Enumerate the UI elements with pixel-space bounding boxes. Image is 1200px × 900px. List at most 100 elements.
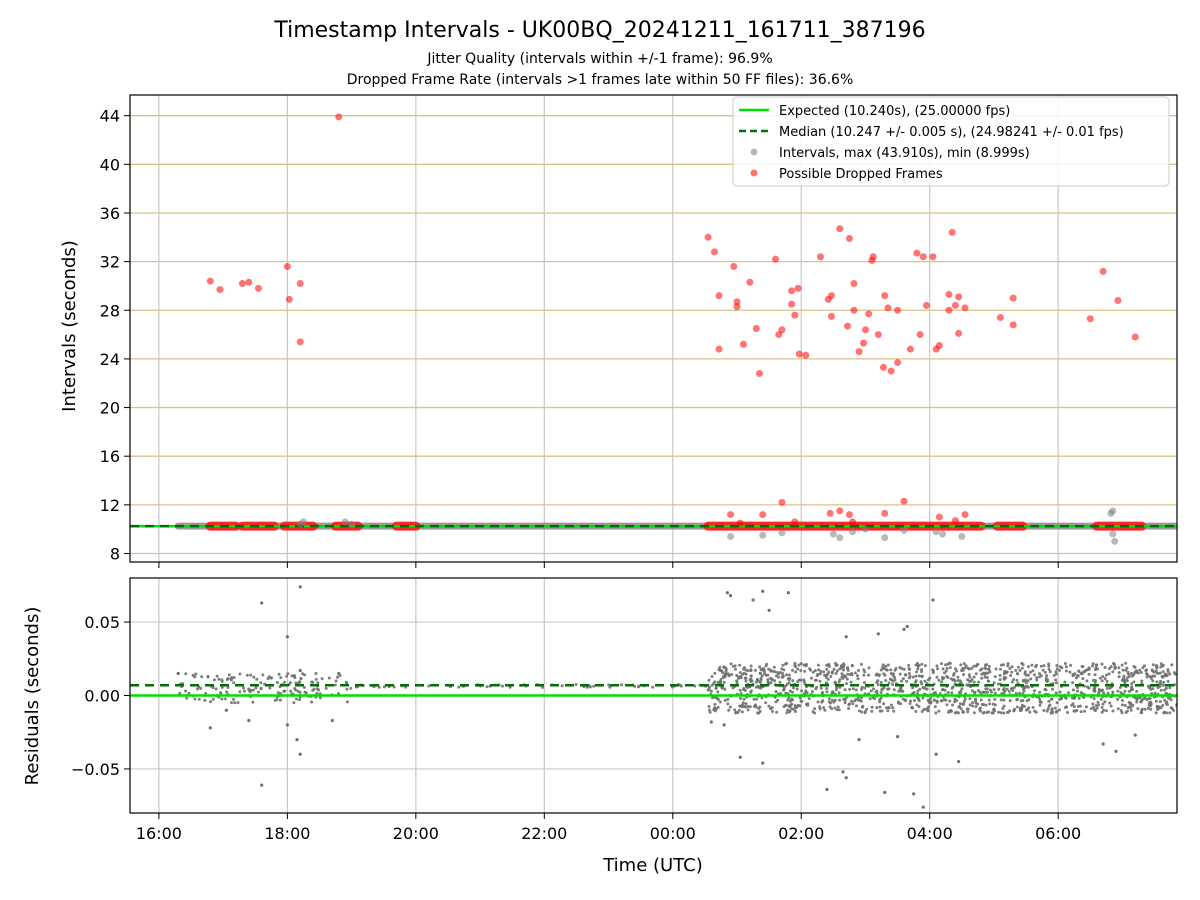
dropped-frame-point: [916, 331, 924, 339]
residual-point: [1149, 687, 1153, 691]
residual-point: [788, 677, 792, 681]
residual-point: [785, 711, 789, 715]
residual-point: [876, 683, 880, 687]
residual-point: [1031, 669, 1035, 673]
residual-point: [876, 632, 880, 636]
residual-point: [738, 704, 742, 708]
residual-point: [1155, 680, 1159, 684]
residual-point: [902, 667, 906, 671]
residual-point: [316, 681, 320, 685]
residual-point: [838, 685, 842, 689]
residual-point: [901, 689, 905, 693]
residual-point: [289, 689, 293, 693]
residual-point: [719, 678, 723, 682]
dropped-frame-point: [335, 113, 343, 121]
residual-point: [968, 675, 972, 679]
residual-point: [1159, 665, 1163, 669]
residual-point: [896, 700, 900, 704]
residual-point: [1150, 669, 1154, 673]
residual-point: [1154, 699, 1158, 703]
residual-point: [962, 673, 966, 677]
residual-point: [298, 752, 302, 756]
residual-point: [778, 680, 782, 684]
residual-point: [931, 687, 935, 691]
residual-point: [984, 703, 988, 707]
dropped-frame-point: [906, 345, 914, 353]
residual-point: [761, 761, 765, 765]
residual-point: [1163, 688, 1167, 692]
residual-point: [1101, 675, 1105, 679]
residual-point: [1095, 706, 1099, 710]
residual-point: [756, 684, 760, 688]
residual-point: [759, 686, 763, 690]
residual-point: [721, 675, 725, 679]
residual-point: [1015, 678, 1019, 682]
residual-point: [1076, 673, 1080, 677]
residual-point: [855, 674, 859, 678]
residual-point: [984, 690, 988, 694]
residual-point: [1117, 666, 1121, 670]
residual-point: [1108, 701, 1112, 705]
residual-point: [245, 673, 249, 677]
residual-point: [314, 672, 318, 676]
residual-point: [1043, 670, 1047, 674]
residual-point: [878, 700, 882, 704]
interval-point: [299, 518, 307, 526]
residual-point: [993, 675, 997, 679]
residual-point: [1135, 697, 1139, 701]
residual-point: [950, 703, 954, 707]
y-tick-label: 32: [100, 253, 120, 272]
dropped-frame-point: [730, 262, 738, 270]
residual-point: [1130, 682, 1134, 686]
interval-point: [861, 525, 869, 533]
residual-point: [911, 686, 915, 690]
dropped-frame-point: [296, 280, 304, 288]
residual-point: [707, 678, 711, 682]
residual-point: [1042, 709, 1046, 713]
residual-point: [232, 697, 236, 701]
residual-point: [772, 665, 776, 669]
residual-point: [933, 705, 937, 709]
residual-point: [976, 662, 980, 666]
residual-point: [739, 691, 743, 695]
residual-point: [803, 669, 807, 673]
residual-point: [829, 674, 833, 678]
residual-point: [337, 671, 341, 676]
residual-point: [926, 706, 930, 710]
residual-point: [731, 664, 735, 668]
residual-point: [749, 668, 753, 672]
residual-point: [1047, 699, 1051, 703]
residual-point: [972, 711, 976, 715]
residual-point: [920, 675, 924, 679]
residual-point: [1012, 708, 1016, 712]
residual-point: [203, 698, 207, 702]
residual-point: [233, 701, 237, 705]
residual-point: [1042, 664, 1046, 668]
residual-point: [716, 690, 720, 694]
residual-point: [219, 691, 223, 695]
residual-point: [764, 701, 768, 705]
residual-point: [981, 711, 985, 715]
residual-point: [1105, 686, 1109, 690]
residual-point: [1070, 703, 1074, 707]
residual-point: [773, 679, 777, 683]
residual-point: [723, 673, 727, 677]
residual-point: [742, 697, 746, 701]
residual-point: [731, 686, 735, 690]
residual-point: [1116, 689, 1120, 693]
interval-point: [1109, 530, 1117, 538]
interval-point: [1111, 537, 1119, 545]
residual-point: [741, 701, 745, 705]
residual-point: [1049, 697, 1053, 701]
residual-point: [1133, 733, 1137, 737]
residual-point: [1102, 691, 1106, 695]
residual-point: [898, 672, 902, 676]
residual-point: [1155, 671, 1159, 675]
residual-point: [847, 707, 851, 711]
residual-point: [709, 720, 713, 724]
residual-point: [900, 679, 904, 683]
dropped-frame-point: [746, 278, 754, 286]
residual-point: [1104, 709, 1108, 713]
residual-point: [881, 663, 885, 667]
dropped-frame-point: [759, 511, 767, 519]
